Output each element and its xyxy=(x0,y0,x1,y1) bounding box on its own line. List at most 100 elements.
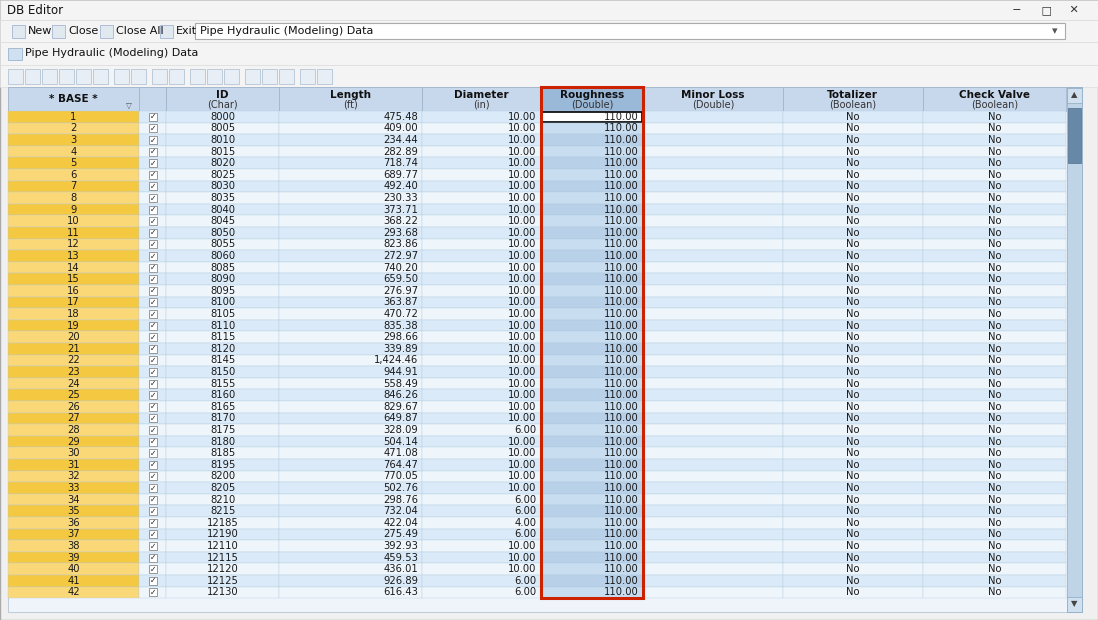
Text: No: No xyxy=(987,402,1001,412)
Text: No: No xyxy=(845,518,860,528)
Text: 1: 1 xyxy=(70,112,77,122)
Bar xyxy=(783,587,922,598)
Bar xyxy=(783,262,922,273)
Text: 12: 12 xyxy=(67,239,80,249)
Bar xyxy=(93,69,108,84)
Text: Roughness: Roughness xyxy=(560,91,624,100)
Text: No: No xyxy=(987,564,1001,574)
Text: 649.87: 649.87 xyxy=(383,414,418,423)
Text: 110.00: 110.00 xyxy=(604,425,639,435)
Text: 275.49: 275.49 xyxy=(383,529,418,539)
Bar xyxy=(148,368,157,376)
Text: 35: 35 xyxy=(67,506,80,516)
Bar xyxy=(208,69,222,84)
Text: ✓: ✓ xyxy=(149,205,156,214)
Bar xyxy=(279,320,423,332)
Text: ✓: ✓ xyxy=(149,449,156,458)
Bar xyxy=(167,540,279,552)
Bar xyxy=(643,215,783,227)
Bar xyxy=(8,355,139,366)
Bar xyxy=(139,123,167,134)
Text: No: No xyxy=(845,182,860,192)
Text: 8005: 8005 xyxy=(210,123,235,133)
Bar xyxy=(148,217,157,225)
Bar xyxy=(540,482,643,494)
Bar xyxy=(540,308,643,320)
Bar xyxy=(643,552,783,564)
Bar xyxy=(148,113,157,121)
Text: 471.08: 471.08 xyxy=(383,448,418,458)
Bar xyxy=(148,159,157,167)
Bar xyxy=(922,529,1066,540)
Bar xyxy=(8,575,139,587)
Text: 27: 27 xyxy=(67,414,80,423)
Bar xyxy=(148,438,157,446)
Text: 10.00: 10.00 xyxy=(508,216,537,226)
Bar xyxy=(167,285,279,296)
Bar xyxy=(423,180,540,192)
Text: 10.00: 10.00 xyxy=(508,402,537,412)
Text: No: No xyxy=(987,332,1001,342)
Bar xyxy=(922,134,1066,146)
Bar xyxy=(279,180,423,192)
Text: 110.00: 110.00 xyxy=(604,471,639,481)
Bar xyxy=(643,575,783,587)
Bar xyxy=(8,587,139,598)
Bar xyxy=(139,262,167,273)
Bar xyxy=(8,262,139,273)
Bar xyxy=(167,564,279,575)
Bar xyxy=(922,87,1066,111)
Text: 8200: 8200 xyxy=(210,471,235,481)
Bar xyxy=(167,146,279,157)
Bar xyxy=(423,552,540,564)
Text: 41: 41 xyxy=(67,576,80,586)
Bar xyxy=(922,459,1066,471)
Text: 36: 36 xyxy=(67,518,80,528)
Bar xyxy=(300,69,315,84)
Bar xyxy=(148,125,157,133)
Bar xyxy=(540,448,643,459)
Text: 110.00: 110.00 xyxy=(604,460,639,470)
Bar xyxy=(423,355,540,366)
Bar xyxy=(643,540,783,552)
Bar xyxy=(922,494,1066,505)
Text: No: No xyxy=(845,158,860,168)
Bar xyxy=(540,517,643,529)
Bar xyxy=(643,239,783,250)
Bar xyxy=(783,540,922,552)
Bar xyxy=(423,262,540,273)
Text: 10.00: 10.00 xyxy=(508,182,537,192)
Text: ✓: ✓ xyxy=(149,252,156,260)
Text: No: No xyxy=(987,298,1001,308)
Bar xyxy=(922,389,1066,401)
Bar xyxy=(922,215,1066,227)
Text: 8100: 8100 xyxy=(210,298,235,308)
Bar xyxy=(423,273,540,285)
Bar xyxy=(643,482,783,494)
Text: 422.04: 422.04 xyxy=(383,518,418,528)
Text: 4.00: 4.00 xyxy=(515,518,537,528)
Text: No: No xyxy=(987,436,1001,446)
Bar xyxy=(139,296,167,308)
Text: ✓: ✓ xyxy=(149,588,156,597)
Text: 8010: 8010 xyxy=(210,135,235,145)
Text: 110.00: 110.00 xyxy=(604,286,639,296)
Bar xyxy=(783,87,922,111)
Bar xyxy=(643,587,783,598)
Bar xyxy=(167,111,279,123)
Text: 944.91: 944.91 xyxy=(383,367,418,377)
Bar xyxy=(540,389,643,401)
Text: 6: 6 xyxy=(70,170,77,180)
Bar xyxy=(279,308,423,320)
Bar xyxy=(783,123,922,134)
Bar xyxy=(423,157,540,169)
Bar xyxy=(922,471,1066,482)
Text: (Double): (Double) xyxy=(692,99,735,109)
Bar xyxy=(279,389,423,401)
Text: ▽: ▽ xyxy=(126,100,132,110)
Text: 926.89: 926.89 xyxy=(383,576,418,586)
Bar xyxy=(783,239,922,250)
Bar xyxy=(643,401,783,412)
Bar xyxy=(423,296,540,308)
Text: 110.00: 110.00 xyxy=(604,344,639,354)
